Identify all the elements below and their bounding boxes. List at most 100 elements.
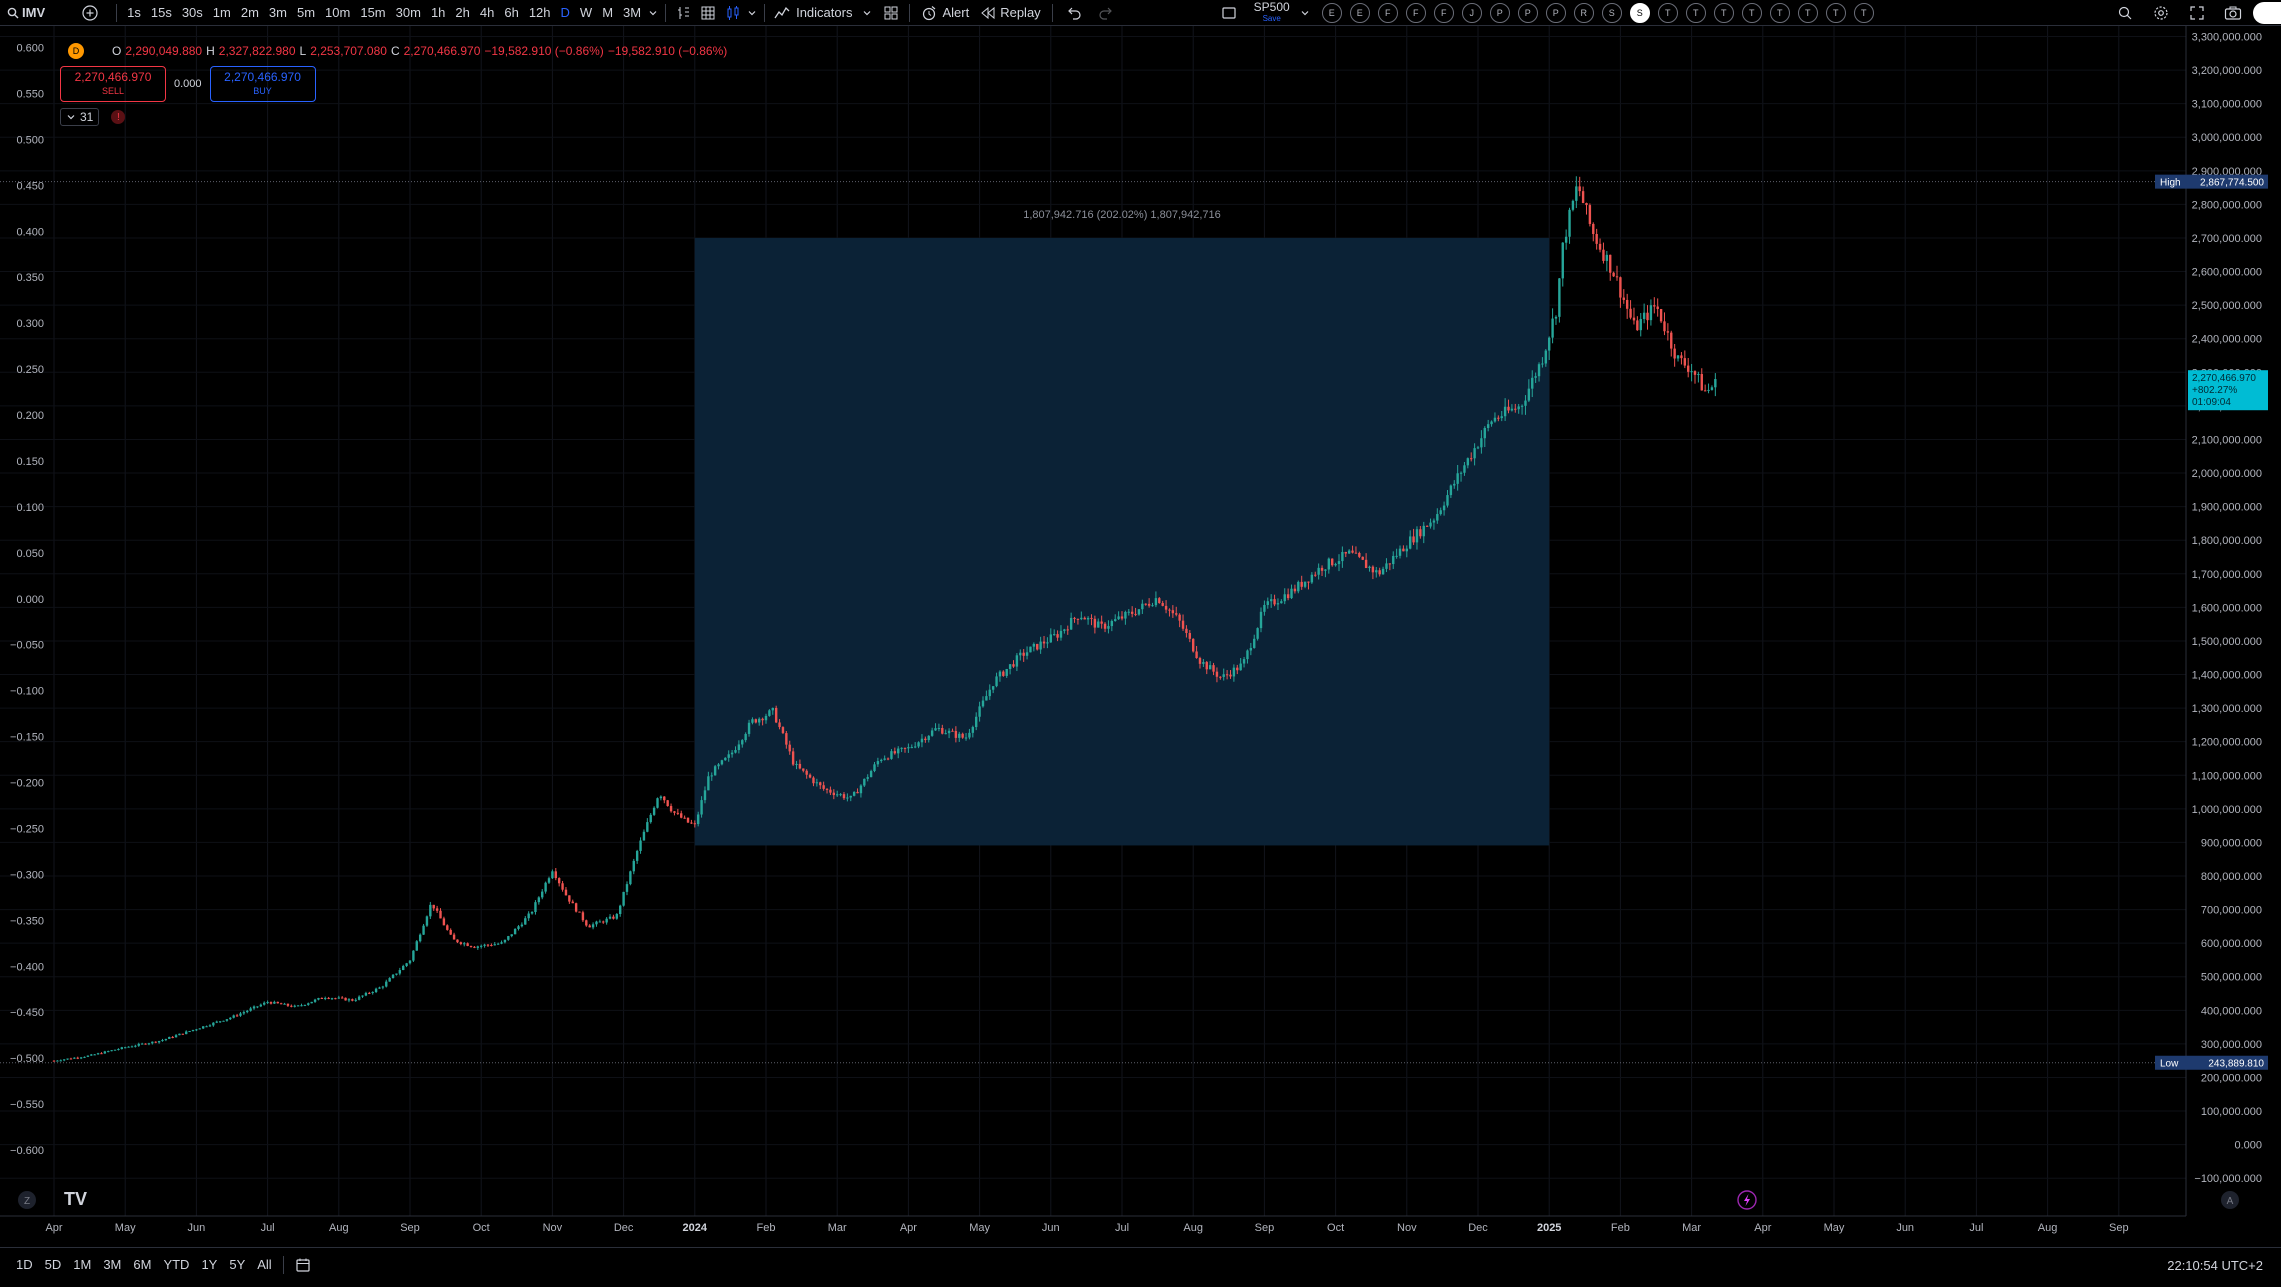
quick-symbol-8[interactable]: P	[1545, 2, 1566, 23]
candle-body	[459, 942, 463, 944]
candle-body	[710, 775, 713, 777]
interval-30s[interactable]: 30s	[181, 5, 203, 20]
alert-button[interactable]: Alert	[915, 0, 975, 26]
clock-timezone[interactable]: 22:10:54 UTC+2	[2167, 1257, 2263, 1273]
add-symbol-icon[interactable]	[79, 0, 101, 26]
interval-15m[interactable]: 15m	[360, 5, 386, 20]
interval-w[interactable]: W	[579, 5, 593, 20]
interval-30m[interactable]: 30m	[395, 5, 421, 20]
quick-symbol-11[interactable]: S	[1629, 2, 1650, 23]
candle-body	[791, 751, 795, 765]
candle-body	[1395, 555, 1398, 557]
quick-symbol-15[interactable]: T	[1741, 2, 1762, 23]
warning-icon[interactable]: !	[111, 110, 126, 124]
price-chart[interactable]: 1,807,942.716 (202.02%) 1,807,942,716 0.…	[0, 26, 2281, 1246]
layout-grid-icon[interactable]	[878, 0, 904, 26]
candles-icon[interactable]	[721, 0, 745, 26]
fullscreen-icon[interactable]	[2179, 0, 2215, 26]
interval-1h[interactable]: 1h	[430, 5, 446, 20]
interval-2h[interactable]: 2h	[455, 5, 470, 20]
range-1d[interactable]: 1D	[16, 1257, 33, 1272]
range-5d[interactable]: 5D	[44, 1257, 62, 1272]
interval-5m[interactable]: 5m	[296, 5, 316, 20]
range-3m[interactable]: 3M	[103, 1257, 122, 1272]
candle-body	[90, 1054, 93, 1056]
collapse-toggle[interactable]: 31	[60, 108, 100, 126]
candle-body	[412, 950, 415, 961]
candle-body	[490, 945, 493, 947]
quick-symbol-19[interactable]: T	[1853, 2, 1874, 23]
quick-symbol-10[interactable]: S	[1601, 2, 1622, 23]
indicators-button[interactable]: Indicators	[770, 0, 856, 26]
interval-3m[interactable]: 3m	[268, 5, 287, 20]
redo-icon[interactable]	[1090, 0, 1122, 26]
interval-1s[interactable]: 1s	[127, 5, 141, 20]
chevron-down-icon[interactable]	[745, 0, 759, 26]
range-ytd[interactable]: YTD	[163, 1257, 190, 1272]
quick-symbol-4[interactable]: F	[1433, 2, 1454, 23]
interval-1m[interactable]: 1m	[212, 5, 231, 20]
range-all[interactable]: All	[257, 1257, 272, 1272]
interval-2m[interactable]: 2m	[240, 5, 259, 20]
settings-gear-icon[interactable]	[2143, 0, 2179, 26]
publish-button[interactable]	[2253, 1, 2281, 24]
range-5y[interactable]: 5Y	[229, 1257, 246, 1272]
chevron-down-icon	[67, 115, 75, 120]
table-icon[interactable]	[695, 0, 721, 26]
quick-symbol-14[interactable]: T	[1713, 2, 1734, 23]
quick-symbol-18[interactable]: T	[1825, 2, 1846, 23]
layout-square-icon[interactable]	[1218, 0, 1240, 26]
quick-symbol-16[interactable]: T	[1769, 2, 1790, 23]
candle-body	[869, 771, 873, 778]
last-price-tag[interactable]	[2188, 370, 2268, 411]
price-range-box[interactable]	[694, 237, 1550, 846]
interval-3m[interactable]: 3M	[623, 5, 642, 20]
calendar-range-icon[interactable]	[289, 1252, 317, 1278]
candle-body	[741, 740, 744, 745]
interval-12h[interactable]: 12h	[528, 5, 551, 20]
quick-symbol-12[interactable]: T	[1657, 2, 1678, 23]
interval-15s[interactable]: 15s	[150, 5, 172, 20]
left-price-axis[interactable]: 0.600 0.550 0.500 0.450 0.400 0.350 0.300 0.250…	[10, 43, 44, 1158]
interval-10m[interactable]: 10m	[325, 5, 351, 20]
quick-symbol-5[interactable]: J	[1461, 2, 1482, 23]
quick-symbol-7[interactable]: P	[1517, 2, 1538, 23]
lightning-icon[interactable]	[1737, 1190, 1757, 1210]
buy-button[interactable]: 2,270,466.970 BUY	[209, 66, 316, 102]
ohlc-legend: D O 2,290,049.880 H 2,327,822.980 L 2,253,7…	[62, 42, 727, 60]
symbol-name[interactable]: IMV	[22, 5, 46, 20]
quick-symbol-3[interactable]: F	[1405, 2, 1426, 23]
interval-m[interactable]: M	[602, 5, 614, 20]
interval-badge[interactable]: D	[68, 43, 84, 59]
range-1y[interactable]: 1Y	[201, 1257, 218, 1272]
quick-symbol-1[interactable]: E	[1349, 2, 1370, 23]
sell-button[interactable]: 2,270,466.970 SELL	[60, 66, 166, 102]
interval-d[interactable]: D	[560, 5, 570, 20]
zoom-search-icon[interactable]	[2107, 0, 2143, 26]
range-6m[interactable]: 6M	[133, 1257, 152, 1272]
quick-symbol-9[interactable]: R	[1573, 2, 1594, 23]
time-axis[interactable]: Apr May Jun Jul Aug Sep Oct Nov Dec 2024 Feb Mar Apr…	[0, 1215, 2186, 1234]
quick-symbol-0[interactable]: E	[1321, 2, 1342, 23]
quick-symbol-2[interactable]: F	[1377, 2, 1398, 23]
quick-symbol-17[interactable]: T	[1797, 2, 1818, 23]
chevron-down-icon[interactable]	[646, 0, 660, 26]
candle-body	[768, 710, 771, 716]
search-icon[interactable]	[4, 0, 22, 26]
watch-symbol[interactable]: SP500 Save	[1240, 0, 1298, 26]
zoom-z-button[interactable]: Z	[18, 1191, 36, 1209]
replay-button[interactable]: Replay	[975, 0, 1046, 26]
interval-4h[interactable]: 4h	[479, 5, 495, 20]
undo-icon[interactable]	[1058, 0, 1090, 26]
bar-style-icon[interactable]	[671, 0, 695, 26]
camera-icon[interactable]	[2215, 0, 2251, 26]
quick-symbol-6[interactable]: P	[1489, 2, 1510, 23]
chevron-down-icon[interactable]	[1298, 0, 1312, 26]
range-1m[interactable]: 1M	[73, 1257, 92, 1272]
quick-symbol-13[interactable]: T	[1685, 2, 1706, 23]
candle-body	[568, 895, 571, 902]
auto-scale-button[interactable]: A	[2221, 1191, 2239, 1209]
chevron-down-icon[interactable]	[856, 0, 878, 26]
candle-body	[897, 748, 900, 754]
interval-6h[interactable]: 6h	[504, 5, 519, 20]
